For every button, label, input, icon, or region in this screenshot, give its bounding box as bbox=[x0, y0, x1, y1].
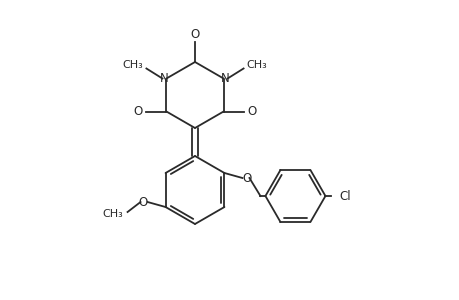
Text: O: O bbox=[242, 172, 252, 184]
Text: Cl: Cl bbox=[339, 190, 350, 202]
Text: O: O bbox=[138, 196, 147, 208]
Text: O: O bbox=[246, 105, 256, 118]
Text: O: O bbox=[134, 105, 143, 118]
Text: CH₃: CH₃ bbox=[123, 59, 143, 70]
Text: O: O bbox=[190, 28, 199, 40]
Text: CH₃: CH₃ bbox=[102, 209, 123, 219]
Text: N: N bbox=[221, 72, 230, 85]
Text: N: N bbox=[160, 72, 168, 85]
Text: CH₃: CH₃ bbox=[246, 59, 267, 70]
